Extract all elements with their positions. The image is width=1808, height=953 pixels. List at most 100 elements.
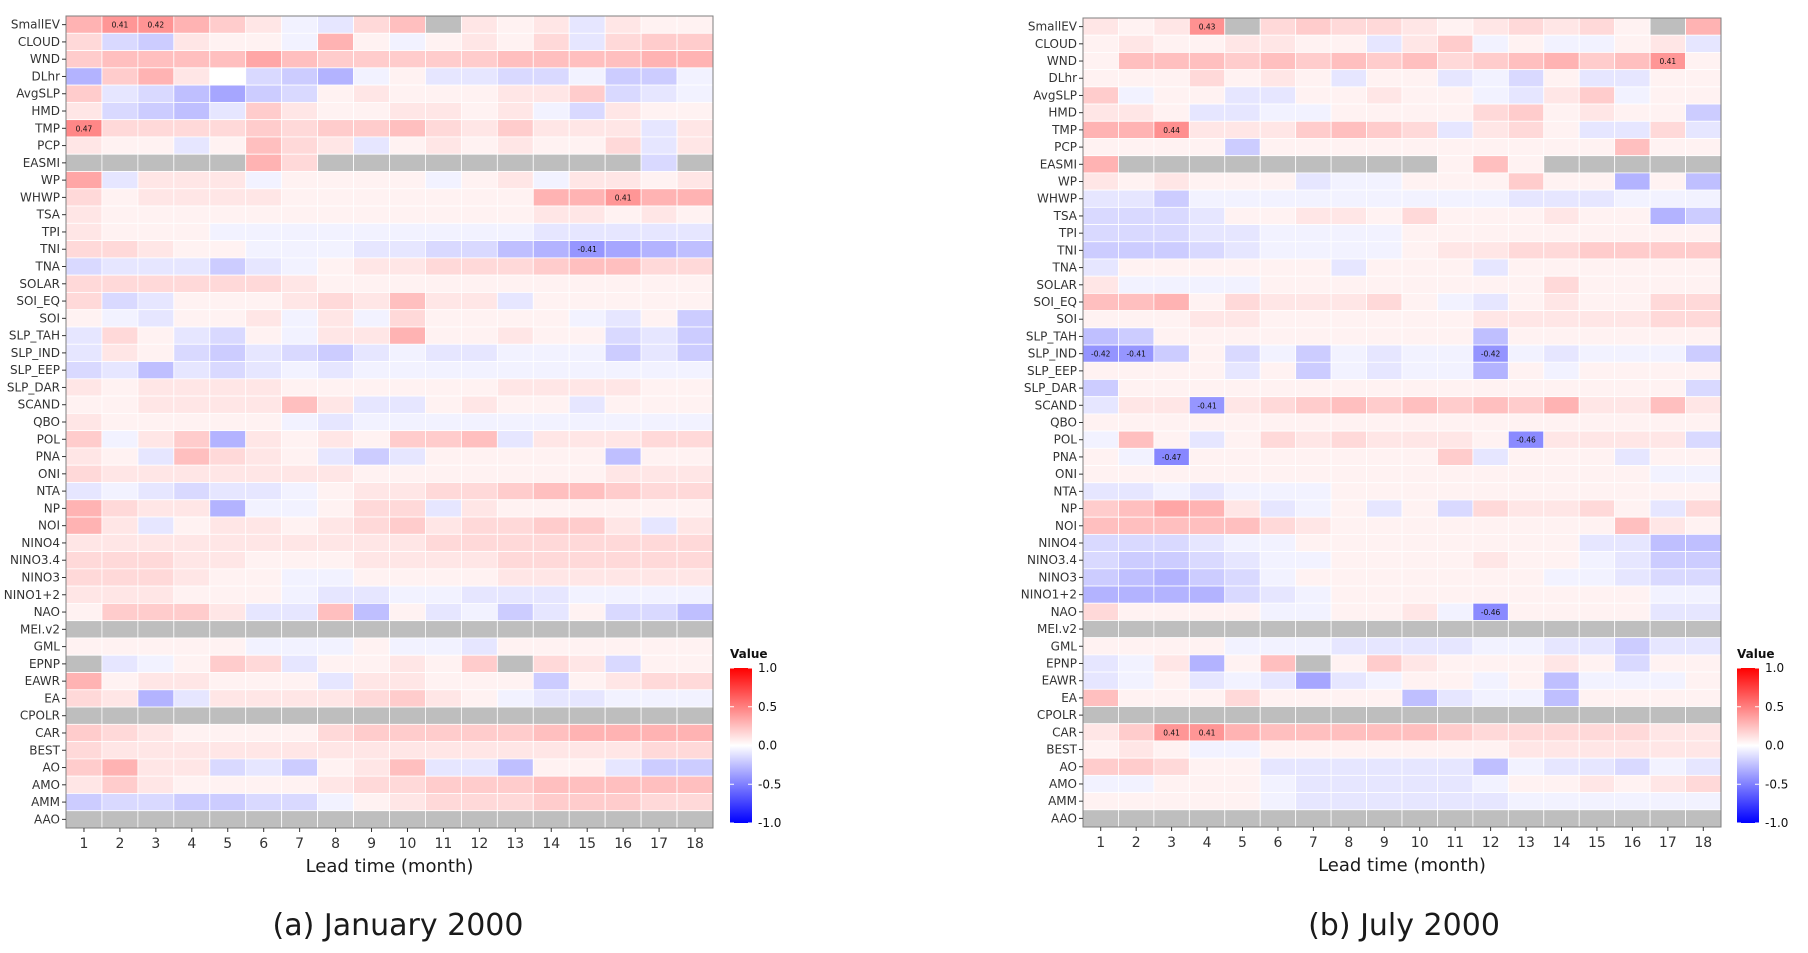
- cell-b-cpolr-9: [1366, 706, 1403, 725]
- cell-b-nao-13: [1507, 602, 1545, 621]
- cell-b-np-5: [1224, 499, 1261, 518]
- cell-b-tsa-5: [1224, 206, 1261, 225]
- cell-b-wp-11: [1437, 172, 1474, 191]
- ylabel-b-scand: SCAND: [1035, 398, 1077, 412]
- cell-a-ao-15: [568, 758, 606, 777]
- cell-a-pol-12: [460, 430, 498, 449]
- ylabel-b-amm: AMM: [1048, 794, 1077, 808]
- ylabel-a-amo: AMO: [32, 778, 60, 792]
- cell-b-slp-ind-13: [1507, 344, 1545, 363]
- cell-a-amo-17: [640, 775, 678, 794]
- cell-a-np-11: [425, 499, 462, 518]
- cell-a-qbo-12: [460, 412, 498, 432]
- xlabel-b-10: 10: [1411, 835, 1429, 851]
- cell-b-car-18: [1685, 723, 1722, 742]
- cell-b-pna-16: [1614, 447, 1651, 466]
- cell-b-slp-eep-3: [1153, 361, 1190, 380]
- cell-b-cpolr-17: [1649, 706, 1686, 725]
- cell-b-slp-dar-1: [1082, 379, 1119, 398]
- cell-b-nino3-10: [1401, 568, 1438, 587]
- cell-b-soi-14: [1543, 310, 1580, 329]
- cell-b-qbo-3: [1153, 413, 1190, 432]
- cell-a-gml-1: [65, 637, 103, 656]
- cell-b-avgslp-13: [1507, 86, 1545, 105]
- cell-b-soi-eq-5: [1224, 292, 1261, 312]
- cell-a-whwp-14: [532, 188, 570, 207]
- ylabel-b-pcp: PCP: [1054, 140, 1077, 154]
- cell-b-epnp-9: [1366, 654, 1403, 673]
- cell-b-np-8: [1330, 499, 1367, 518]
- cell-b-eawr-17: [1649, 671, 1686, 690]
- cell-a-qbo-14: [532, 412, 570, 432]
- cell-b-epnp-1: [1082, 654, 1119, 673]
- cell-a-tsa-7: [281, 205, 319, 224]
- cell-b-amo-5: [1224, 774, 1261, 793]
- cell-a-slp-tah-15: [568, 326, 606, 345]
- cell-a-gml-10: [389, 637, 426, 656]
- cell-a-pna-7: [281, 447, 319, 466]
- cell-a-pol-14: [532, 430, 570, 449]
- cell-b-scand-15: [1578, 396, 1616, 415]
- cell-b-nino4-14: [1543, 533, 1580, 552]
- cell-b-tpi-13: [1507, 224, 1545, 243]
- cell-a-tni-1: [65, 240, 103, 259]
- cell-a-qbo-2: [101, 412, 139, 432]
- cell-b-eawr-14: [1543, 671, 1580, 690]
- cell-a-wnd-11: [425, 50, 462, 69]
- cell-b-tpi-12: [1472, 224, 1509, 243]
- cell-b-eawr-2: [1118, 671, 1155, 690]
- cell-b-soi-eq-7: [1295, 292, 1332, 312]
- ylabel-b-mei-v2: MEI.v2: [1037, 622, 1077, 636]
- cell-a-ea-11: [425, 689, 462, 708]
- cell-a-gml-16: [604, 637, 642, 656]
- cell-a-pol-11: [425, 430, 462, 449]
- cell-a-car-8: [317, 723, 354, 743]
- cell-a-pol-18: [676, 430, 714, 449]
- cell-a-gml-18: [676, 637, 714, 656]
- cell-a-nta-1: [65, 482, 103, 501]
- cell-b-wnd-6: [1259, 52, 1297, 71]
- cell-a-tsa-15: [568, 205, 606, 224]
- cell-b-cloud-11: [1437, 34, 1474, 53]
- cell-b-pna-11: [1437, 447, 1474, 466]
- cell-a-smallev-10: [389, 15, 426, 34]
- cell-b-tni-8: [1330, 241, 1367, 260]
- cell-a-mei-v2-11: [425, 620, 462, 639]
- cell-b-soi-4: [1188, 310, 1226, 329]
- cell-a-amo-1: [65, 775, 103, 794]
- cell-b-nino1-2-4: [1188, 585, 1226, 604]
- cell-b-slp-tah-5: [1224, 327, 1261, 346]
- cell-b-epnp-8: [1330, 654, 1367, 673]
- cell-a-oni-3: [137, 464, 175, 483]
- cell-b-solar-1: [1082, 275, 1119, 294]
- cell-a-solar-14: [532, 274, 570, 293]
- cell-b-pol-10: [1401, 430, 1438, 449]
- cell-a-dlhr-14: [532, 67, 570, 86]
- ylabel-a-cloud: CLOUD: [18, 35, 60, 49]
- cell-b-np-14: [1543, 499, 1580, 518]
- cell-b-nino4-6: [1259, 533, 1297, 552]
- cell-b-pol-2: [1118, 430, 1155, 449]
- cell-b-slp-eep-1: [1082, 361, 1119, 380]
- cell-b-car-8: [1330, 723, 1367, 742]
- cell-a-oni-17: [640, 464, 678, 483]
- cell-a-epnp-7: [281, 654, 319, 673]
- cell-a-car-9: [353, 723, 390, 743]
- cell-b-nino1-2-7: [1295, 585, 1332, 604]
- cell-b-car-5: [1224, 723, 1261, 742]
- cell-a-slp-tah-13: [496, 326, 534, 345]
- cell-b-noi-14: [1543, 516, 1580, 535]
- cell-a-wnd-18: [676, 50, 714, 69]
- cell-b-soi-eq-13: [1507, 292, 1545, 312]
- cell-a-scand-8: [317, 395, 354, 414]
- cell-a-soi-eq-12: [460, 292, 498, 311]
- cell-a-nino1-2-12: [460, 585, 498, 604]
- cell-a-solar-5: [209, 274, 247, 293]
- cell-b-tmp-13: [1507, 120, 1545, 139]
- cell-b-nao-1: [1082, 602, 1119, 621]
- cell-b-best-10: [1401, 740, 1438, 759]
- cell-b-nino3-8: [1330, 568, 1367, 587]
- cell-b-cloud-5: [1224, 34, 1261, 53]
- cell-a-nta-2: [101, 482, 139, 501]
- cell-a-ea-5: [209, 689, 247, 708]
